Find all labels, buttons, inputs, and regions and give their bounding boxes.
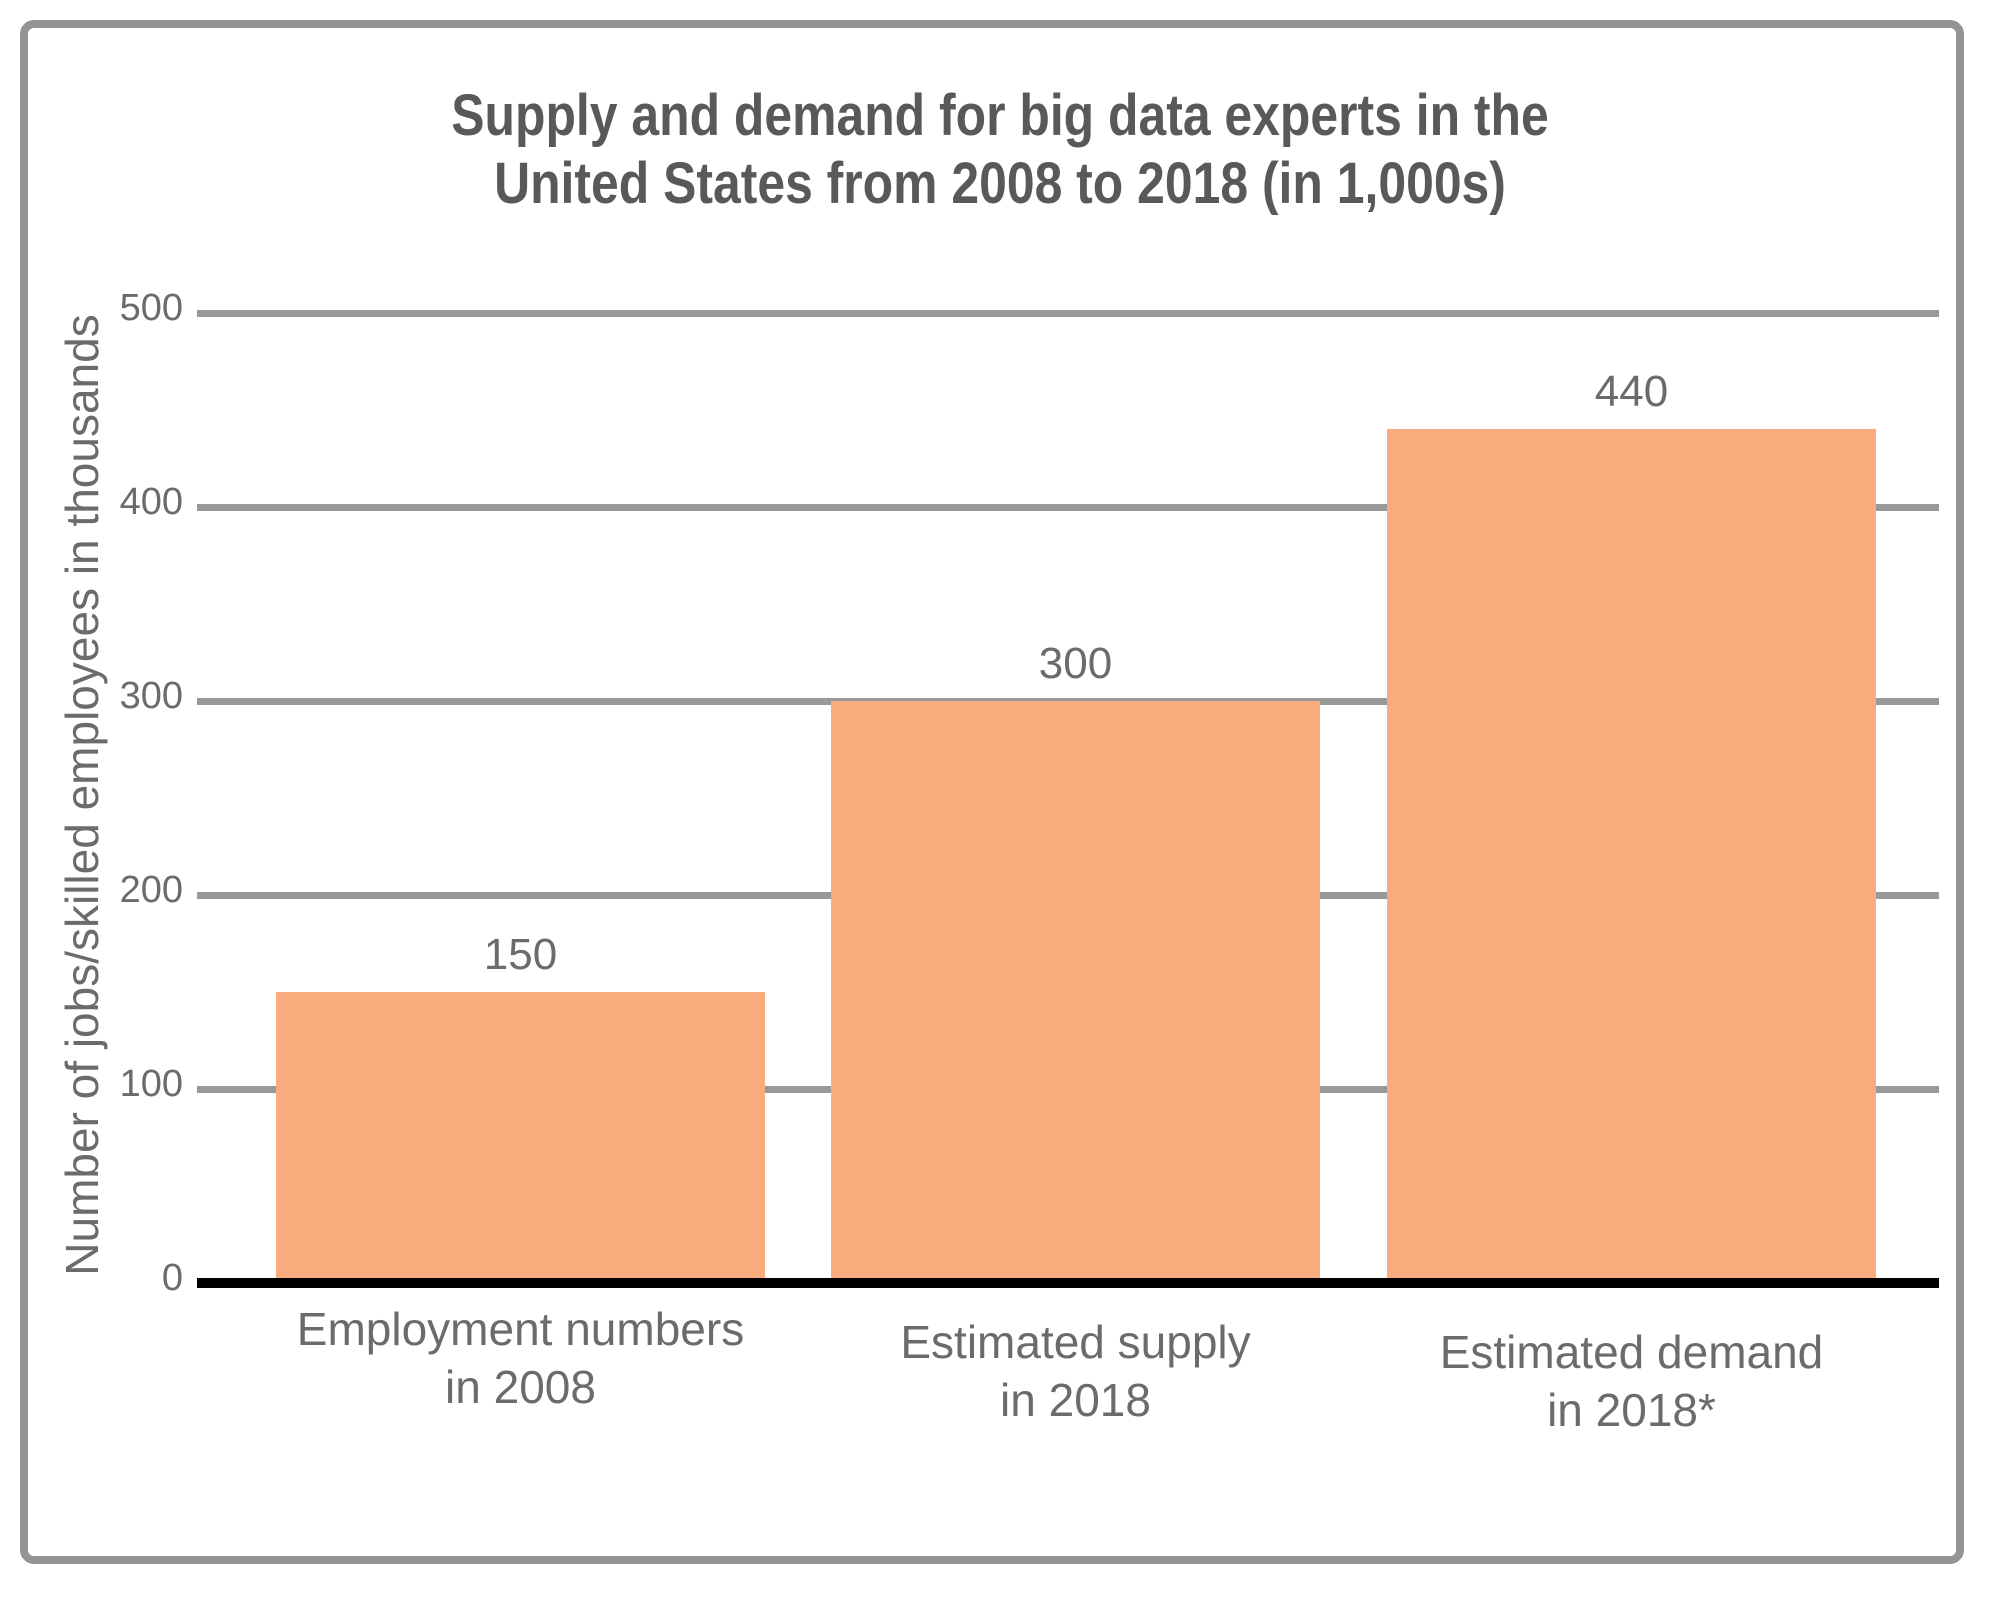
bar-3 xyxy=(1387,429,1876,1283)
chart-title-line-2: United States from 2008 to 2018 (in 1,00… xyxy=(494,151,1506,216)
x-category-label-3-line-2: in 2018* xyxy=(1547,1384,1716,1436)
chart-title: Supply and demand for big data experts i… xyxy=(140,82,1860,218)
y-tick-label-300: 300 xyxy=(119,675,183,717)
x-category-label-1: Employment numbers in 2008 xyxy=(211,1300,831,1416)
gridline-500 xyxy=(197,309,1939,317)
bar-1 xyxy=(276,992,765,1283)
x-category-label-1-line-1: Employment numbers xyxy=(296,1303,745,1355)
bar-value-label-3: 440 xyxy=(1594,367,1669,417)
x-category-label-2: Estimated supply in 2018 xyxy=(766,1313,1386,1429)
bar-value-label-1: 150 xyxy=(483,930,558,979)
x-category-label-1-line-2: in 2008 xyxy=(445,1361,596,1413)
x-category-label-3: Estimated demand in 2018* xyxy=(1322,1323,1942,1439)
y-axis-title: Number of jobs/skilled employees in thou… xyxy=(56,314,108,1276)
gridline-400 xyxy=(197,503,1939,511)
chart-title-line-1: Supply and demand for big data experts i… xyxy=(451,83,1549,148)
bar-value-label-2: 300 xyxy=(1038,639,1113,688)
x-category-label-2-line-1: Estimated supply xyxy=(900,1316,1251,1368)
y-tick-label-0: 0 xyxy=(161,1257,183,1299)
y-tick-label-100: 100 xyxy=(119,1063,183,1105)
plot-area: 150 300 440 xyxy=(197,309,1939,1288)
x-axis-line xyxy=(197,1278,1939,1288)
y-tick-label-400: 400 xyxy=(119,481,183,523)
x-category-label-2-line-2: in 2018 xyxy=(1000,1374,1151,1426)
x-category-label-3-line-1: Estimated demand xyxy=(1439,1326,1824,1378)
bar-2 xyxy=(831,701,1320,1283)
y-tick-label-200: 200 xyxy=(119,869,183,911)
y-tick-label-500: 500 xyxy=(119,287,183,329)
